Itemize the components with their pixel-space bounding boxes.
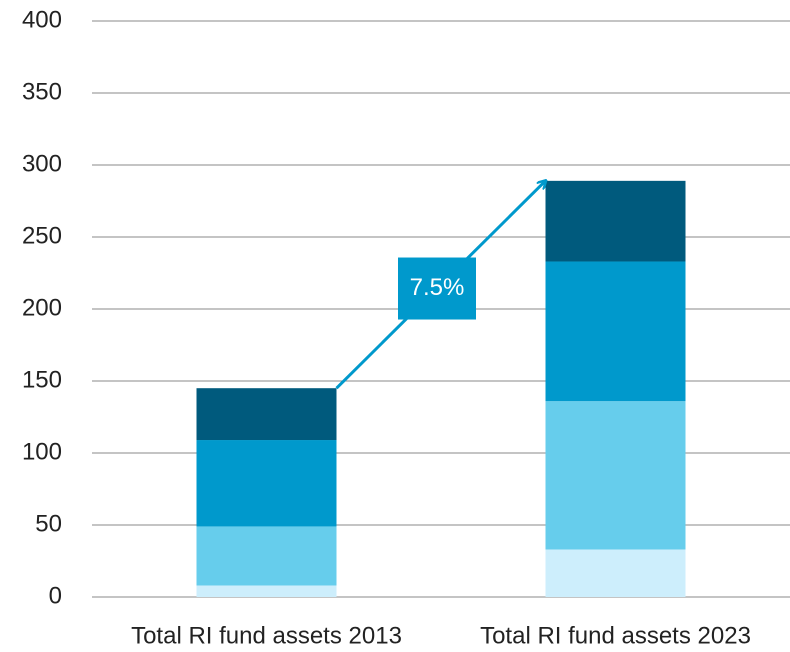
bar-segment (545, 261, 686, 402)
bar-segment (545, 549, 686, 597)
y-tick-label: 350 (22, 78, 62, 105)
annotation-box (398, 257, 476, 320)
y-tick-label: 0 (49, 582, 62, 609)
y-tick-label: 250 (22, 222, 62, 249)
bar-segment (196, 388, 337, 441)
x-tick-label: Total RI fund assets 2023 (480, 622, 751, 649)
annotation: 7.5% (410, 274, 465, 301)
y-tick-label: 300 (22, 150, 62, 177)
y-tick-label: 100 (22, 438, 62, 465)
bar-segment (545, 401, 686, 550)
x-tick-label: Total RI fund assets 2013 (131, 622, 402, 649)
bar-segment (196, 585, 337, 597)
y-tick-label: 400 (22, 6, 62, 33)
y-tick-label: 50 (35, 510, 62, 537)
bar-segment (196, 440, 337, 527)
bar-segment (196, 526, 337, 586)
y-tick-label: 150 (22, 366, 62, 393)
bar-segment (545, 180, 686, 262)
y-tick-label: 200 (22, 294, 62, 321)
